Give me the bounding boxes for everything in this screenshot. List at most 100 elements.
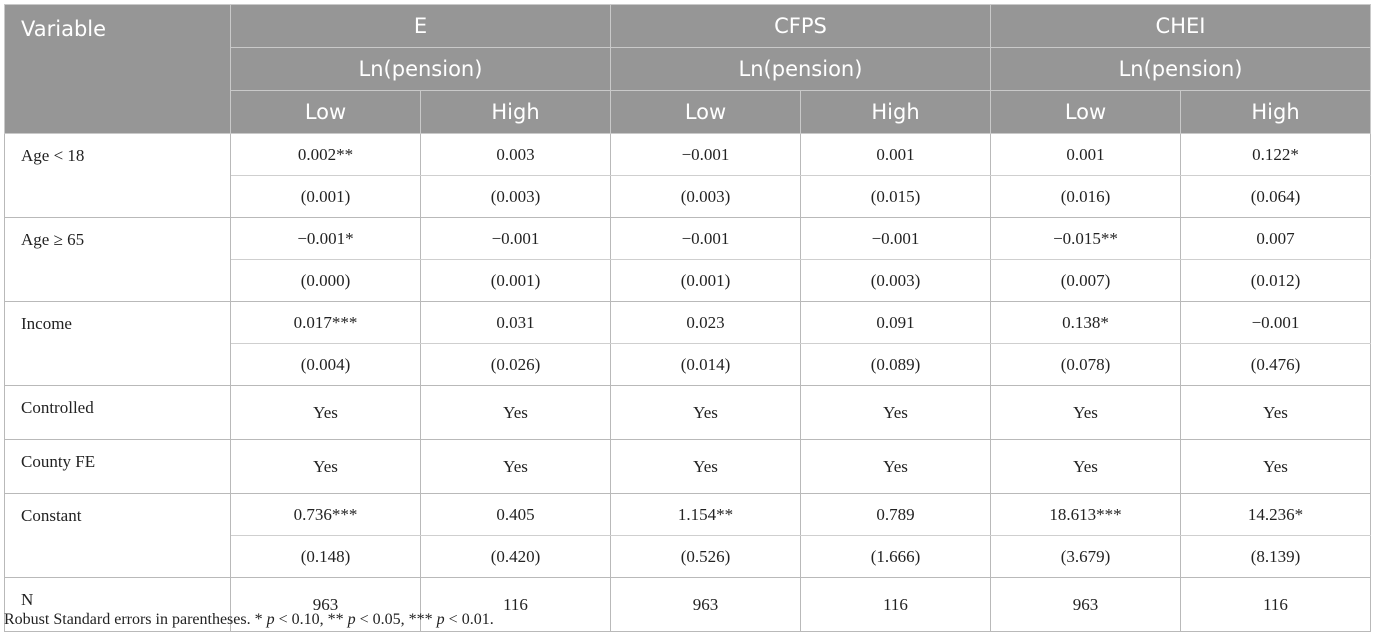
group-header-cfps: CFPS	[610, 4, 991, 48]
table-row: (0.148) (0.420) (0.526) (1.666) (3.679) …	[5, 535, 1372, 578]
row-label: Constant	[4, 493, 231, 578]
value-cell: Yes	[610, 439, 801, 494]
coef-cell: 14.236*	[1179, 493, 1372, 536]
coef-cell: 0.017***	[230, 301, 421, 344]
se-cell: (0.526)	[610, 535, 801, 578]
coef-cell: 0.031	[420, 301, 611, 344]
se-cell: (0.001)	[420, 259, 611, 302]
table-row: Age < 18 0.002** 0.003 −0.001 0.001 0.00…	[4, 133, 1372, 218]
subcol-header-low: Low	[230, 90, 421, 134]
regression-table: Variable E CFPS CHEI Ln(pension) Ln(pens…	[4, 4, 1372, 632]
row-label: N	[4, 577, 231, 632]
coef-cell: 0.001	[800, 133, 991, 176]
coef-cell: 1.154**	[610, 493, 801, 536]
coef-cell: −0.001	[610, 217, 801, 260]
row-label: County FE	[4, 439, 231, 494]
footnote-p-symbol: p	[266, 611, 275, 628]
table-row: (0.004) (0.026) (0.014) (0.089) (0.078) …	[5, 343, 1372, 386]
value-cell: Yes	[1179, 385, 1372, 440]
value-cell: 116	[420, 577, 611, 632]
value-cell: Yes	[800, 385, 991, 440]
coef-cell: −0.015**	[990, 217, 1181, 260]
value-cell: Yes	[420, 439, 611, 494]
se-cell: (0.078)	[990, 343, 1181, 386]
coef-cell: −0.001	[420, 217, 611, 260]
se-cell: (0.476)	[1179, 343, 1372, 386]
coef-cell: 0.405	[420, 493, 611, 536]
value-cell: 963	[230, 577, 421, 632]
coef-cell: −0.001	[610, 133, 801, 176]
se-cell: (0.089)	[800, 343, 991, 386]
footnote-text: < 0.10, **	[274, 611, 348, 628]
dep-var-header: Ln(pension)	[989, 47, 1372, 91]
se-cell: (0.001)	[230, 175, 421, 218]
group-header-chei: CHEI	[989, 4, 1372, 48]
se-cell: (0.026)	[420, 343, 611, 386]
se-cell: (1.666)	[800, 535, 991, 578]
value-cell: Yes	[610, 385, 801, 440]
coef-cell: 0.736***	[230, 493, 421, 536]
variable-header: Variable	[4, 4, 231, 134]
table-row: (0.001) (0.003) (0.003) (0.015) (0.016) …	[5, 175, 1372, 218]
se-cell: (0.003)	[420, 175, 611, 218]
dep-var-header: Ln(pension)	[230, 47, 611, 91]
table-row: N 963 116 963 116 963 116	[4, 577, 1372, 632]
row-label: Income	[4, 301, 231, 386]
footnote-p-symbol: p	[436, 611, 445, 628]
se-cell: (8.139)	[1179, 535, 1372, 578]
coef-cell: −0.001	[1179, 301, 1372, 344]
coef-cell: 0.001	[990, 133, 1181, 176]
table-row: Controlled Yes Yes Yes Yes Yes Yes	[4, 385, 1372, 440]
footnote-text: < 0.05, ***	[355, 611, 437, 628]
se-cell: (0.015)	[800, 175, 991, 218]
value-cell: Yes	[230, 439, 421, 494]
se-cell: (0.001)	[610, 259, 801, 302]
value-cell: Yes	[420, 385, 611, 440]
row-label: Age ≥ 65	[4, 217, 231, 302]
coef-cell: 0.003	[420, 133, 611, 176]
se-cell: (0.420)	[420, 535, 611, 578]
value-cell: Yes	[990, 385, 1181, 440]
value-cell: Yes	[990, 439, 1181, 494]
coef-cell: 0.007	[1179, 217, 1372, 260]
coef-cell: −0.001*	[230, 217, 421, 260]
subcol-header-low: Low	[990, 90, 1181, 134]
table-row: Constant 0.736*** 0.405 1.154** 0.789 18…	[4, 493, 1372, 578]
table-footnote: Robust Standard errors in parentheses. *…	[4, 611, 494, 629]
value-cell: 116	[800, 577, 991, 632]
table-row: (0.000) (0.001) (0.001) (0.003) (0.007) …	[5, 259, 1372, 302]
coef-cell: −0.001	[800, 217, 991, 260]
coef-cell: 0.091	[800, 301, 991, 344]
table-row: Income 0.017*** 0.031 0.023 0.091 0.138*…	[4, 301, 1372, 386]
row-label: Age < 18	[4, 133, 231, 218]
coef-cell: 0.789	[800, 493, 991, 536]
table-row: Age ≥ 65 −0.001* −0.001 −0.001 −0.001 −0…	[4, 217, 1372, 302]
table-row: County FE Yes Yes Yes Yes Yes Yes	[4, 439, 1372, 494]
value-cell: 963	[990, 577, 1181, 632]
dep-var-header: Ln(pension)	[610, 47, 991, 91]
se-cell: (0.016)	[990, 175, 1181, 218]
group-header-e: E	[230, 4, 611, 48]
subcol-header-high: High	[420, 90, 611, 134]
value-cell: 116	[1179, 577, 1372, 632]
coef-cell: 0.122*	[1179, 133, 1372, 176]
se-cell: (0.064)	[1179, 175, 1372, 218]
footnote-text: < 0.01.	[444, 611, 494, 628]
coef-cell: 0.002**	[230, 133, 421, 176]
se-cell: (0.003)	[800, 259, 991, 302]
row-label: Controlled	[4, 385, 231, 440]
se-cell: (0.007)	[990, 259, 1181, 302]
coef-cell: 0.138*	[990, 301, 1181, 344]
footnote-p-symbol: p	[347, 611, 356, 628]
coef-cell: 0.023	[610, 301, 801, 344]
value-cell: Yes	[800, 439, 991, 494]
se-cell: (0.148)	[230, 535, 421, 578]
value-cell: Yes	[1179, 439, 1372, 494]
se-cell: (0.000)	[230, 259, 421, 302]
subcol-header-high: High	[800, 90, 991, 134]
value-cell: 963	[610, 577, 801, 632]
subcol-header-low: Low	[610, 90, 801, 134]
subcol-header-high: High	[1179, 90, 1372, 134]
value-cell: Yes	[230, 385, 421, 440]
se-cell: (0.014)	[610, 343, 801, 386]
